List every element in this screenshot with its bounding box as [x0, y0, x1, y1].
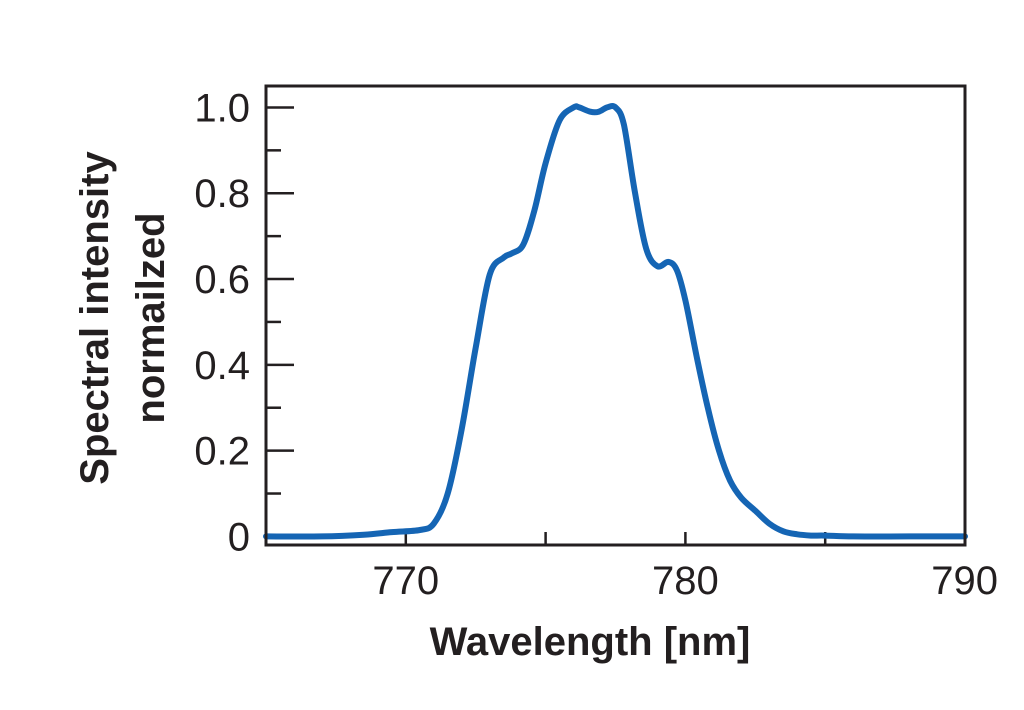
y-tick-label: 1.0 — [194, 86, 250, 130]
y-axis-title: Spectral intensity normailzed — [73, 151, 173, 485]
y-axis-title-line-2: normailzed — [129, 212, 173, 423]
y-tick-label: 0.2 — [194, 430, 250, 474]
x-tick-label: 780 — [652, 559, 719, 603]
y-tick-label: 0.8 — [194, 172, 250, 216]
y-axis: 0 0.2 0.4 0.6 0.8 1.0 — [194, 86, 294, 559]
plot-frame — [264, 84, 967, 547]
x-axis: 770 780 790 — [264, 532, 998, 603]
spectrum-series-line — [263, 102, 968, 540]
x-axis-title: Wavelength [nm] — [430, 620, 751, 664]
x-tick-label: 790 — [931, 559, 998, 603]
x-tick-label: 770 — [372, 559, 439, 603]
y-tick-label: 0.6 — [194, 258, 250, 302]
y-tick-label: 0.4 — [194, 344, 250, 388]
y-axis-title-line-1: Spectral intensity — [73, 151, 117, 485]
y-tick-label: 0 — [228, 515, 250, 559]
